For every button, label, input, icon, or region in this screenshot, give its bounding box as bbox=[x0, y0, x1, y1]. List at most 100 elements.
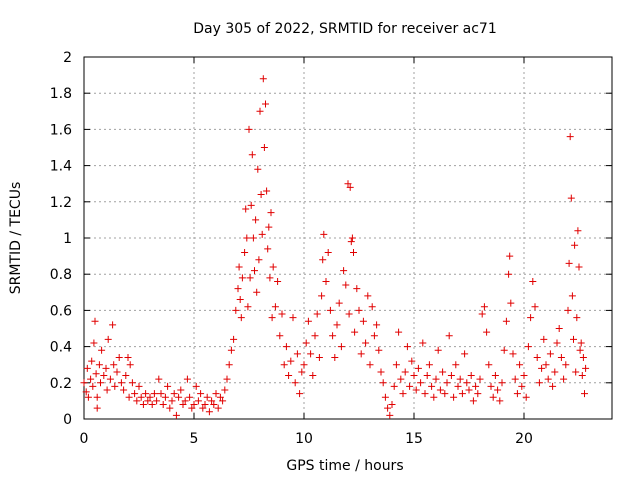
data-point bbox=[544, 375, 552, 383]
data-point bbox=[159, 401, 167, 409]
data-point bbox=[507, 299, 515, 307]
data-point bbox=[168, 397, 176, 405]
data-point bbox=[139, 401, 147, 409]
y-axis-label: SRMTID / TECUs bbox=[8, 182, 24, 295]
data-point bbox=[126, 361, 134, 369]
data-point bbox=[259, 75, 267, 83]
data-points bbox=[80, 75, 590, 419]
data-point bbox=[324, 248, 332, 256]
data-point bbox=[186, 393, 194, 401]
data-point bbox=[529, 277, 537, 285]
data-point bbox=[450, 393, 458, 401]
data-point bbox=[576, 346, 584, 354]
data-point bbox=[430, 393, 438, 401]
data-point bbox=[432, 375, 440, 383]
data-point bbox=[203, 393, 211, 401]
data-point bbox=[243, 234, 251, 242]
data-point bbox=[397, 375, 405, 383]
data-point bbox=[357, 350, 365, 358]
data-point bbox=[386, 411, 394, 419]
chart-title: Day 305 of 2022, SRMTID for receiver ac7… bbox=[193, 21, 497, 37]
data-point bbox=[555, 325, 563, 332]
data-point bbox=[219, 397, 227, 405]
data-point bbox=[319, 256, 327, 264]
data-point bbox=[476, 375, 484, 383]
data-point bbox=[100, 372, 108, 380]
data-point bbox=[155, 375, 163, 383]
data-point bbox=[359, 317, 367, 325]
data-point bbox=[244, 303, 252, 311]
data-point bbox=[491, 372, 499, 380]
data-point bbox=[287, 357, 295, 365]
data-point bbox=[494, 386, 502, 394]
data-point bbox=[122, 372, 130, 380]
data-point bbox=[164, 382, 172, 390]
data-point bbox=[506, 252, 514, 260]
data-point bbox=[150, 390, 158, 398]
data-point bbox=[392, 361, 400, 369]
data-point bbox=[445, 332, 453, 340]
data-point bbox=[423, 372, 431, 380]
data-point bbox=[80, 379, 88, 387]
data-point bbox=[322, 277, 330, 285]
data-point bbox=[89, 382, 97, 390]
data-point bbox=[88, 357, 96, 365]
data-point bbox=[412, 386, 420, 394]
x-tick-label: 5 bbox=[190, 431, 199, 447]
data-point bbox=[320, 230, 328, 238]
data-point bbox=[364, 292, 372, 300]
data-point bbox=[439, 368, 447, 376]
data-point bbox=[474, 390, 482, 398]
data-point bbox=[236, 296, 244, 304]
y-tick-label: 0.8 bbox=[50, 267, 72, 283]
data-point bbox=[511, 375, 519, 383]
data-point bbox=[192, 382, 200, 390]
data-point bbox=[421, 390, 429, 398]
data-point bbox=[538, 364, 546, 372]
data-point bbox=[566, 133, 574, 141]
data-point bbox=[296, 390, 304, 398]
data-point bbox=[293, 350, 301, 358]
data-point bbox=[254, 165, 262, 173]
data-point bbox=[425, 361, 433, 369]
data-point bbox=[110, 361, 118, 369]
y-tick-label: 1.6 bbox=[50, 122, 72, 138]
data-point bbox=[516, 361, 524, 369]
data-point bbox=[478, 310, 486, 318]
data-point bbox=[223, 375, 231, 383]
data-point bbox=[346, 183, 354, 191]
data-point bbox=[522, 393, 530, 401]
data-point bbox=[480, 303, 488, 311]
data-point bbox=[232, 306, 240, 314]
data-point bbox=[345, 310, 353, 318]
data-point bbox=[565, 259, 573, 267]
data-point bbox=[395, 328, 403, 336]
data-point bbox=[260, 144, 268, 151]
data-point bbox=[344, 180, 352, 188]
data-point bbox=[265, 223, 273, 231]
data-point bbox=[271, 303, 279, 311]
data-point bbox=[531, 303, 539, 311]
data-point bbox=[113, 368, 121, 376]
data-point bbox=[208, 397, 216, 405]
data-point bbox=[267, 209, 275, 217]
data-point bbox=[568, 292, 576, 300]
data-point bbox=[348, 234, 356, 242]
data-point bbox=[572, 368, 580, 376]
data-point bbox=[98, 346, 106, 354]
data-point bbox=[148, 401, 156, 409]
data-point bbox=[465, 386, 473, 394]
data-point bbox=[93, 393, 101, 401]
data-point bbox=[92, 370, 100, 378]
data-point bbox=[166, 404, 174, 412]
data-point bbox=[428, 382, 436, 390]
data-point bbox=[368, 303, 376, 311]
data-point bbox=[269, 263, 277, 271]
data-point bbox=[379, 379, 387, 387]
data-point bbox=[553, 339, 561, 347]
data-point bbox=[104, 335, 112, 343]
data-point bbox=[540, 335, 548, 343]
data-point bbox=[120, 386, 128, 394]
data-point bbox=[335, 299, 343, 307]
